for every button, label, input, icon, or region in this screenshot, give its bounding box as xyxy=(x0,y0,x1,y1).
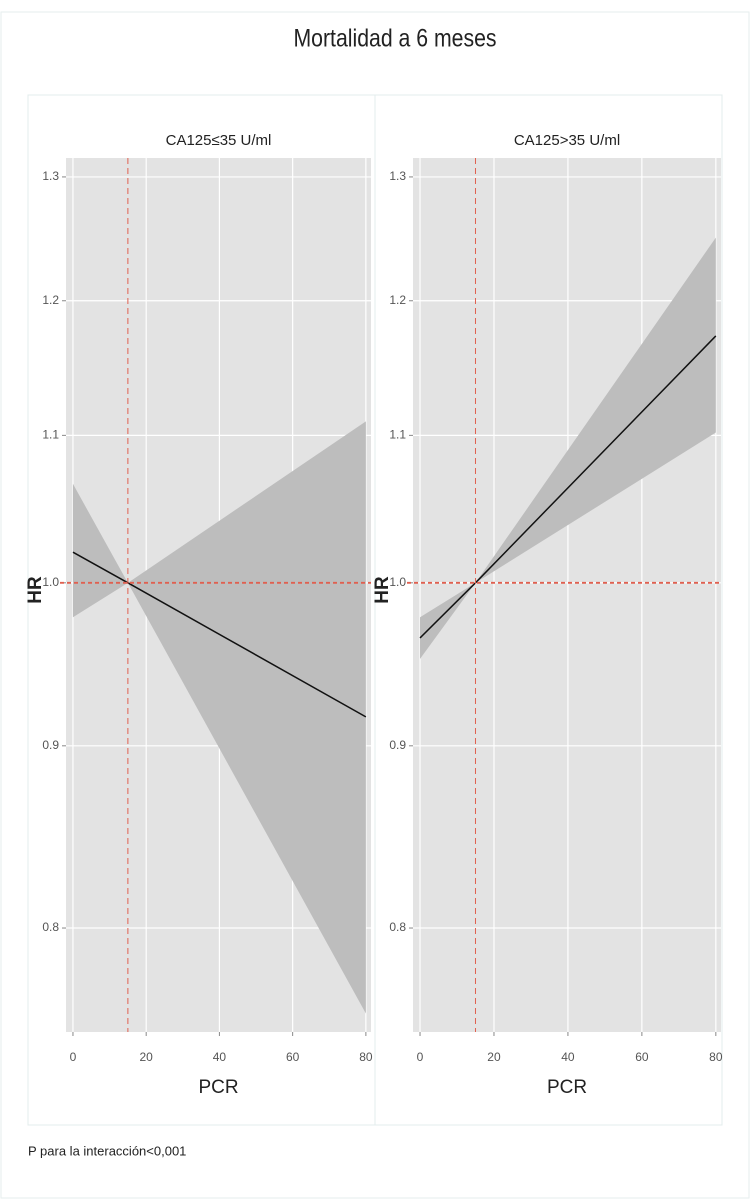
y-tick-label: 0.8 xyxy=(42,920,59,934)
y-tick-label: 0.8 xyxy=(389,920,406,934)
y-tick-label: 1.1 xyxy=(389,428,406,442)
x-tick-label: 60 xyxy=(286,1050,300,1064)
y-tick-label: 1.0 xyxy=(389,575,406,589)
x-tick-label: 20 xyxy=(487,1050,501,1064)
confidence-band xyxy=(72,421,366,1014)
y-tick-label: 0.9 xyxy=(389,738,406,752)
y-tick-label: 1.0 xyxy=(42,575,59,589)
strip-title: CA125≤35 U/ml xyxy=(166,132,272,149)
panel-frame xyxy=(374,94,723,1126)
x-tick-label: 0 xyxy=(70,1050,77,1064)
x-tick-label: 80 xyxy=(709,1050,723,1064)
y-tick-label: 1.3 xyxy=(42,169,59,183)
x-tick-label: 0 xyxy=(417,1050,424,1064)
frame xyxy=(0,11,750,1199)
y-tick-label: 1.2 xyxy=(42,293,59,307)
x-axis-label: PCR xyxy=(547,1077,587,1098)
x-tick-label: 20 xyxy=(140,1050,154,1064)
x-axis-label: PCR xyxy=(198,1077,238,1098)
chart-title: Mortalidad a 6 meses xyxy=(293,24,496,52)
footnote: P para la interacción<0,001 xyxy=(28,1143,186,1158)
y-axis-label: HR xyxy=(25,576,46,604)
y-axis-label: HR xyxy=(372,576,393,604)
x-tick-label: 40 xyxy=(561,1050,575,1064)
x-tick-label: 60 xyxy=(635,1050,649,1064)
y-tick-label: 1.3 xyxy=(389,169,406,183)
confidence-band xyxy=(420,237,716,659)
y-tick-label: 0.9 xyxy=(42,738,59,752)
y-tick-label: 1.2 xyxy=(389,293,406,307)
x-tick-label: 40 xyxy=(213,1050,227,1064)
y-tick-label: 1.1 xyxy=(42,428,59,442)
strip-title: CA125>35 U/ml xyxy=(514,132,620,149)
x-tick-label: 80 xyxy=(359,1050,373,1064)
